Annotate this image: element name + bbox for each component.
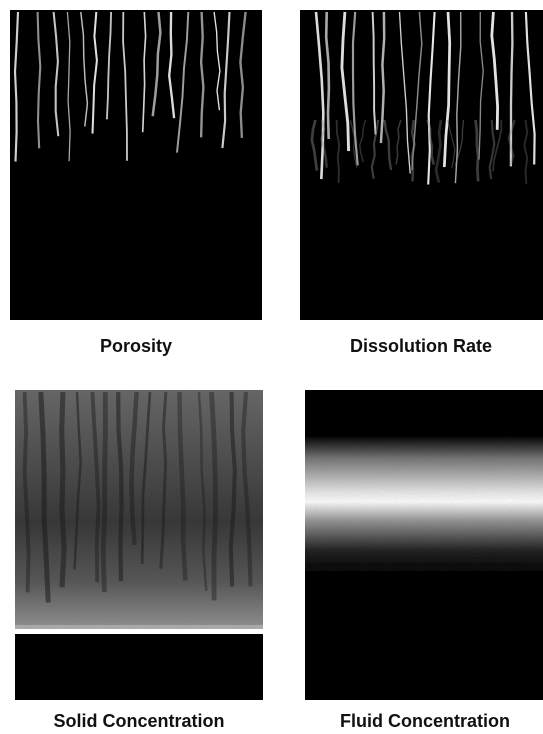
streak xyxy=(213,11,221,111)
streak xyxy=(349,119,358,168)
solid-front-glow xyxy=(15,625,263,629)
streak xyxy=(73,391,82,570)
streak xyxy=(241,391,253,587)
streak xyxy=(509,11,514,167)
streak xyxy=(490,11,500,130)
streak xyxy=(140,391,152,564)
streak xyxy=(335,119,341,183)
streak xyxy=(159,391,168,569)
streak xyxy=(442,11,452,168)
streak xyxy=(197,391,208,591)
streak xyxy=(351,11,359,166)
streak xyxy=(523,119,529,184)
streak xyxy=(38,391,51,603)
streak xyxy=(199,11,205,138)
streak xyxy=(434,119,443,183)
streak xyxy=(524,11,536,165)
streak xyxy=(177,391,188,581)
streak xyxy=(59,391,67,588)
fluid-image xyxy=(305,390,543,700)
streak xyxy=(395,119,402,165)
caption: Fluid Concentration xyxy=(340,711,510,731)
streak xyxy=(310,119,319,171)
streak xyxy=(105,11,113,120)
streak xyxy=(80,11,89,127)
streak xyxy=(116,391,124,582)
streak xyxy=(454,11,462,184)
streak xyxy=(492,120,503,172)
streak xyxy=(379,11,386,144)
streak xyxy=(66,11,71,162)
streak xyxy=(221,11,231,149)
streak xyxy=(324,11,331,140)
streak xyxy=(370,119,380,179)
streak xyxy=(129,391,139,546)
streak xyxy=(176,11,190,153)
streak xyxy=(36,11,42,149)
streak xyxy=(358,119,367,163)
streak xyxy=(478,11,484,160)
streak xyxy=(426,119,435,165)
fluid-panel xyxy=(305,390,543,700)
streak xyxy=(320,119,328,168)
solid-front xyxy=(15,629,263,634)
caption: Dissolution Rate xyxy=(350,336,492,356)
streak xyxy=(122,11,128,161)
solid-panel xyxy=(15,390,263,700)
porosity-panel xyxy=(10,10,262,320)
streak xyxy=(427,11,436,185)
streak xyxy=(209,391,218,601)
streak xyxy=(398,11,411,174)
streak xyxy=(90,391,101,583)
streak xyxy=(488,119,496,180)
streak xyxy=(383,119,393,171)
streak xyxy=(13,11,20,162)
streak xyxy=(410,119,416,182)
streak xyxy=(228,391,237,587)
streak xyxy=(371,11,377,135)
dissolution-image xyxy=(300,10,543,320)
streak xyxy=(340,11,351,152)
streak xyxy=(314,11,325,180)
porosity-image xyxy=(10,10,262,320)
solid-field xyxy=(15,390,263,630)
streak xyxy=(411,11,423,171)
streak xyxy=(100,391,108,593)
streak xyxy=(239,11,247,138)
caption: Solid Concentration xyxy=(54,711,225,731)
streak xyxy=(91,11,98,134)
dissolution-panel xyxy=(300,10,543,320)
streak xyxy=(52,11,60,137)
streak xyxy=(454,119,465,166)
streak xyxy=(141,11,147,133)
streak xyxy=(446,119,456,169)
streak xyxy=(22,391,31,593)
streak xyxy=(151,11,162,117)
streak xyxy=(507,119,516,166)
caption: Porosity xyxy=(100,336,172,356)
streak xyxy=(168,11,176,119)
streak xyxy=(474,119,480,182)
